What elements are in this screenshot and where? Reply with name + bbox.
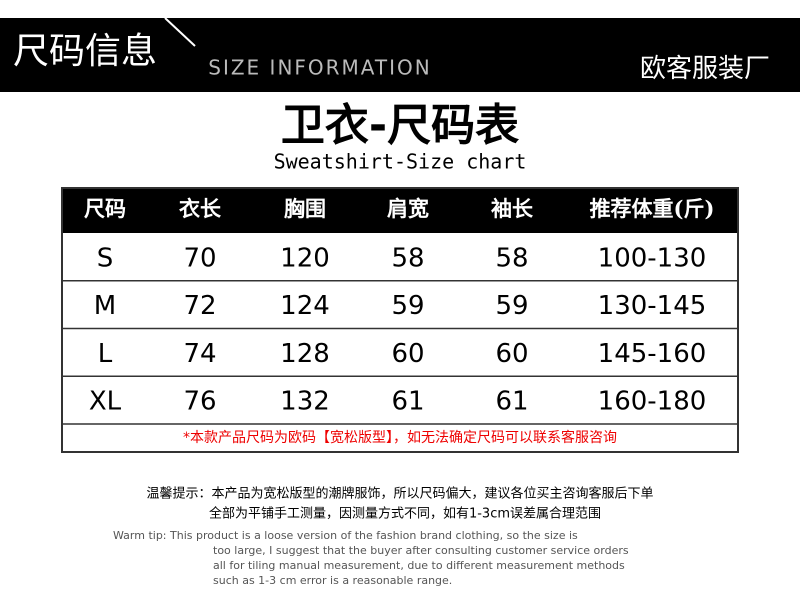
table-cell: 100-130 (598, 243, 707, 273)
banner-title: 尺码信息 (13, 31, 157, 72)
tips: 温馨提示：本产品为宽松版型的潮牌服饰，所以尺码偏大，建议各位买主咨询客服后下单全… (113, 486, 654, 588)
table-cell: 59 (391, 291, 424, 321)
table-cell: 130-145 (598, 291, 707, 321)
banner-subtitle: SIZE INFORMATION (208, 56, 432, 80)
column-header: 肩宽 (387, 196, 429, 221)
banner (0, 18, 800, 92)
heading-subtitle: Sweatshirt-Size chart (274, 150, 527, 174)
tip-en: Warm tip: This product is a loose versio… (113, 529, 578, 542)
table-cell: S (97, 243, 114, 273)
heading-title: 卫衣-尺码表 (281, 100, 519, 151)
table-cell: 74 (183, 339, 216, 369)
table-cell: 160-180 (598, 387, 707, 417)
tip-cn: 温馨提示：本产品为宽松版型的潮牌服饰，所以尺码偏大，建议各位买主咨询客服后下单 (146, 486, 653, 502)
banner-divider (164, 17, 196, 47)
table-cell: 132 (280, 387, 330, 417)
table-cell: XL (89, 387, 122, 417)
table-cell: 76 (183, 387, 216, 417)
tip-cn: 全部为平铺手工测量，因测量方式不同，如有1-3cm误差属合理范围 (209, 506, 601, 522)
table-cell: 128 (280, 339, 330, 369)
table-cell: 145-160 (598, 339, 707, 369)
table-cell: 124 (280, 291, 330, 321)
table-cell: 60 (391, 339, 424, 369)
tip-en: too large, I suggest that the buyer afte… (213, 544, 629, 557)
column-header: 胸围 (284, 196, 326, 221)
column-header: 推荐体重(斤) (590, 196, 715, 221)
column-header: 尺码 (84, 196, 126, 221)
table-border (61, 187, 739, 453)
table-cell: 120 (280, 243, 330, 273)
table-note: *本款产品尺码为欧码【宽松版型】，如无法确定尺码可以联系客服咨询 (183, 429, 617, 446)
column-header: 衣长 (179, 196, 222, 221)
table-cell: 61 (495, 387, 528, 417)
tip-en: such as 1-3 cm error is a reasonable ran… (213, 574, 452, 587)
table-cell: M (94, 291, 116, 321)
size-table: 尺码 衣长 胸围 肩宽 袖长 推荐体重(斤) S 70 120 58 58 100-130 M 72 124… (61, 187, 739, 453)
table-cell: 59 (495, 291, 528, 321)
table-cell: 58 (495, 243, 528, 273)
table-cell: 60 (495, 339, 528, 369)
table-cell: L (98, 339, 113, 369)
table-cell: 72 (183, 291, 216, 321)
table-header-bg (62, 188, 738, 233)
table-cell: 61 (391, 387, 424, 417)
brand: 欧客服装厂 (640, 54, 770, 84)
tip-en: all for tiling manual measurement, due t… (213, 559, 625, 572)
table-cell: 58 (391, 243, 424, 273)
column-header: 袖长 (491, 196, 534, 221)
table-cell: 70 (183, 243, 216, 273)
